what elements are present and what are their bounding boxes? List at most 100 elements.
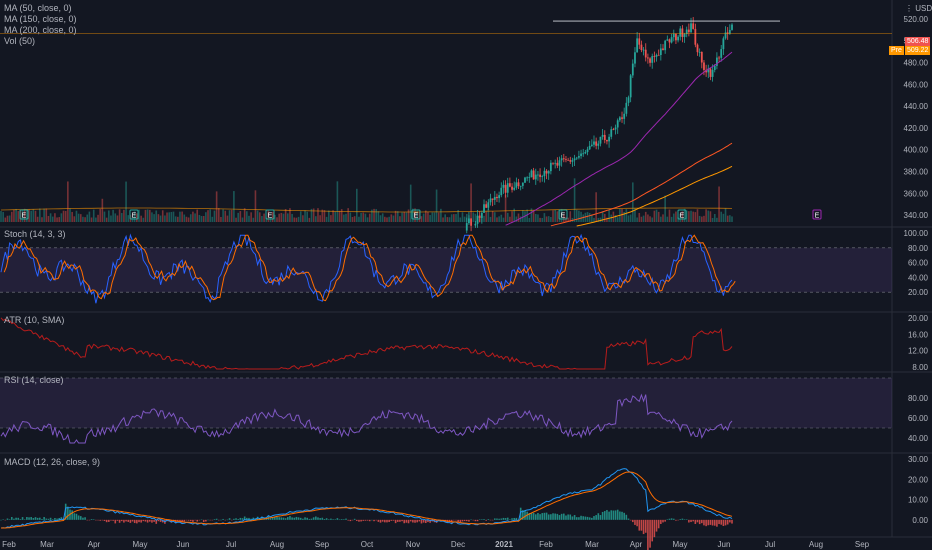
- stoch-tick-label: 40.00: [908, 273, 929, 282]
- volume-bar: [502, 217, 505, 222]
- volume-bar: [164, 215, 166, 222]
- macd-hist-bar: [114, 519, 117, 524]
- macd-hist-bar: [103, 519, 106, 521]
- volume-bar: [146, 209, 149, 222]
- candle-body: [489, 198, 492, 203]
- macd-hist-bar: [666, 519, 669, 520]
- candle-body: [707, 68, 710, 73]
- candle-body: [627, 97, 630, 103]
- earnings-marker: [558, 209, 568, 220]
- macd-hist-bar: [724, 519, 727, 526]
- macd-hist-bar: [567, 514, 569, 520]
- candle-body: [612, 129, 615, 131]
- volume-bar: [588, 212, 591, 222]
- macd-hist-bar: [623, 512, 625, 520]
- volume-bar: [560, 208, 563, 222]
- volume-bar: [250, 212, 252, 222]
- macd-hist-bar: [265, 518, 268, 520]
- macd-hist-bar: [120, 519, 123, 522]
- macd-hist-bar: [399, 519, 401, 522]
- volume-bar: [528, 217, 531, 222]
- volume-bar: [390, 214, 393, 222]
- macd-hist-bar: [705, 519, 707, 527]
- candle-body: [614, 127, 617, 130]
- stoch-tick-label: 60.00: [908, 259, 929, 268]
- candle-body: [513, 187, 516, 190]
- macd-hist-bar: [427, 519, 429, 523]
- volume-bar: [252, 217, 255, 222]
- macd-hist-bar: [610, 510, 613, 520]
- macd-hist-bar: [582, 516, 585, 520]
- volume-bar: [595, 192, 597, 222]
- macd-hist-bar: [355, 519, 358, 521]
- volume-bar: [334, 211, 337, 222]
- volume-bar: [381, 213, 384, 222]
- volume-bar: [23, 208, 26, 222]
- volume-bar: [362, 212, 365, 222]
- volume-bar: [271, 211, 274, 222]
- volume-bar: [17, 211, 20, 222]
- candle-body: [722, 38, 725, 50]
- volume-bar: [265, 217, 268, 222]
- volume-bar: [722, 213, 725, 222]
- earnings-marker-label: E: [22, 213, 27, 220]
- volume-bar: [489, 216, 492, 222]
- macd-hist-bar: [513, 517, 516, 520]
- macd-hist-bar: [112, 519, 114, 521]
- macd-hist-bar: [558, 515, 561, 520]
- volume-bar: [84, 217, 86, 222]
- macd-hist-bar: [655, 519, 658, 532]
- volume-bar: [41, 217, 43, 222]
- candles: [465, 17, 733, 234]
- volume-bar: [498, 216, 500, 222]
- macd-hist-bar: [211, 519, 214, 521]
- volume-bar: [226, 215, 229, 222]
- macd-hist-bar: [450, 519, 453, 523]
- macd-hist-bar: [157, 519, 160, 522]
- volume-bar: [172, 211, 175, 222]
- candle-body: [649, 58, 651, 63]
- candle-body: [634, 52, 636, 64]
- x-tick-label: Jun: [718, 540, 731, 549]
- macd-hist-bar: [565, 515, 567, 520]
- volume-bar: [243, 208, 246, 222]
- x-tick-label: Feb: [539, 540, 553, 549]
- volume-bar: [649, 216, 651, 222]
- candle-body: [468, 218, 470, 224]
- candle-body: [642, 49, 645, 51]
- earnings-marker: [129, 209, 139, 220]
- currency-prefix: ⋮: [905, 4, 916, 13]
- macd-hist-bar: [181, 519, 183, 523]
- macd-hist-bar: [312, 517, 315, 520]
- macd-hist-bar: [386, 519, 388, 523]
- macd-hist-bar: [15, 517, 17, 520]
- volume-bar: [420, 216, 423, 222]
- macd-hist-bar: [532, 512, 535, 520]
- macd-hist-bar: [388, 519, 390, 523]
- candle-body: [537, 174, 539, 176]
- volume-bar: [496, 217, 498, 222]
- macd-hist-bar: [366, 519, 369, 521]
- macd-hist-bar: [299, 517, 302, 520]
- candle-body: [554, 162, 557, 164]
- volume-bar: [599, 217, 602, 222]
- macd-hist-bar: [720, 519, 723, 525]
- volume-bar: [660, 216, 662, 222]
- candle-body: [696, 44, 699, 53]
- stoch-tick-label: 80.00: [908, 244, 929, 253]
- macd-hist-bar: [670, 518, 673, 520]
- volume-bar: [701, 216, 703, 222]
- macd-hist-bar: [362, 519, 365, 521]
- volume-bar: [30, 210, 32, 222]
- macd-hist-bar: [95, 519, 97, 521]
- macd-hist-bar: [599, 515, 602, 520]
- volume-bar: [614, 215, 617, 222]
- volume-bar: [519, 216, 522, 222]
- volume-bar: [593, 217, 595, 222]
- macd-hist-bar: [496, 518, 498, 520]
- volume-bar: [474, 213, 477, 222]
- candle-body: [683, 34, 686, 37]
- macd-hist-bar: [64, 503, 67, 520]
- volume-bar: [729, 215, 731, 222]
